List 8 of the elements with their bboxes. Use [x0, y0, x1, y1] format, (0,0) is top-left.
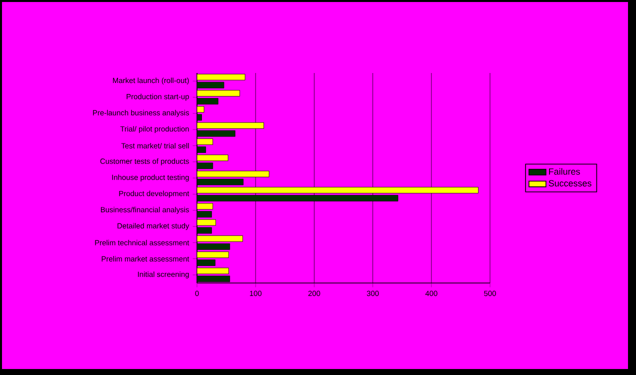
bar: [197, 194, 398, 202]
legend-label: Failures: [549, 168, 580, 175]
bar: [197, 186, 478, 194]
bar: [197, 252, 229, 258]
bar: [197, 74, 246, 80]
bar: [197, 235, 243, 242]
bar: [197, 90, 240, 96]
legend-label: Successes: [548, 180, 592, 186]
